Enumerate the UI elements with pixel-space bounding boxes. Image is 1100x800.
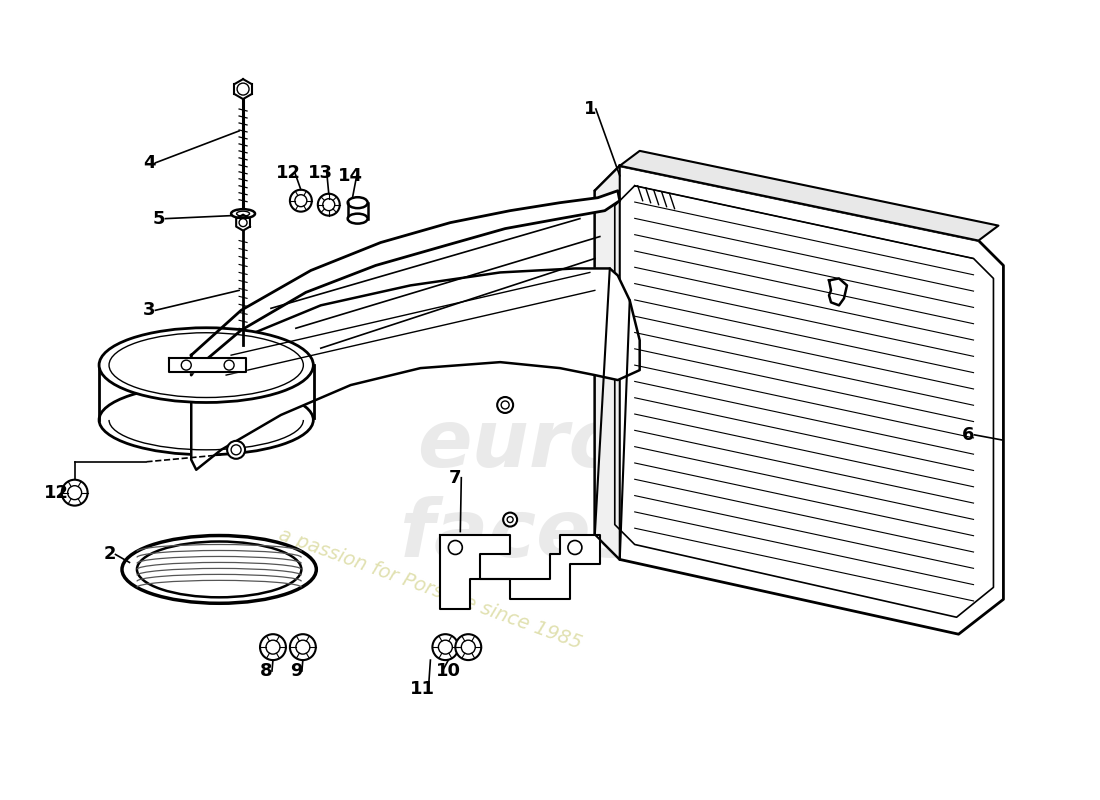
Circle shape bbox=[432, 634, 459, 660]
Circle shape bbox=[231, 445, 241, 455]
Ellipse shape bbox=[231, 209, 255, 218]
Circle shape bbox=[62, 480, 88, 506]
Text: 1: 1 bbox=[584, 100, 596, 118]
Text: 5: 5 bbox=[153, 210, 166, 228]
Text: 8: 8 bbox=[260, 662, 273, 680]
Text: 11: 11 bbox=[410, 680, 435, 698]
Circle shape bbox=[318, 194, 340, 216]
Ellipse shape bbox=[348, 214, 367, 224]
Circle shape bbox=[290, 190, 311, 212]
Circle shape bbox=[266, 640, 279, 654]
Ellipse shape bbox=[99, 328, 314, 402]
Polygon shape bbox=[619, 151, 999, 241]
Text: 12: 12 bbox=[276, 164, 301, 182]
Circle shape bbox=[239, 218, 248, 226]
Polygon shape bbox=[169, 358, 246, 372]
Circle shape bbox=[439, 640, 452, 654]
Text: 3: 3 bbox=[143, 302, 155, 319]
Text: a passion for Porsche since 1985: a passion for Porsche since 1985 bbox=[276, 526, 584, 654]
Circle shape bbox=[295, 194, 307, 206]
Circle shape bbox=[497, 397, 513, 413]
Circle shape bbox=[461, 640, 475, 654]
Circle shape bbox=[296, 640, 310, 654]
Polygon shape bbox=[191, 190, 619, 375]
Circle shape bbox=[260, 634, 286, 660]
Circle shape bbox=[322, 198, 334, 210]
Text: 4: 4 bbox=[143, 154, 155, 172]
Circle shape bbox=[290, 634, 316, 660]
Polygon shape bbox=[595, 166, 619, 559]
Polygon shape bbox=[236, 214, 250, 230]
Circle shape bbox=[227, 441, 245, 458]
Text: 14: 14 bbox=[338, 166, 363, 185]
Circle shape bbox=[68, 486, 81, 500]
Circle shape bbox=[455, 634, 481, 660]
Circle shape bbox=[568, 541, 582, 554]
Text: euro
faces: euro faces bbox=[400, 406, 640, 574]
Text: 9: 9 bbox=[289, 662, 302, 680]
Polygon shape bbox=[191, 269, 640, 470]
Text: 7: 7 bbox=[449, 469, 462, 486]
Text: 10: 10 bbox=[436, 662, 461, 680]
Circle shape bbox=[449, 541, 462, 554]
Circle shape bbox=[507, 517, 513, 522]
Text: 6: 6 bbox=[962, 426, 975, 444]
Ellipse shape bbox=[348, 198, 367, 208]
Text: 13: 13 bbox=[308, 164, 333, 182]
Text: 12: 12 bbox=[44, 484, 69, 502]
Text: 2: 2 bbox=[103, 546, 116, 563]
Ellipse shape bbox=[122, 535, 317, 603]
Circle shape bbox=[502, 401, 509, 409]
Circle shape bbox=[503, 513, 517, 526]
Polygon shape bbox=[440, 534, 600, 610]
Circle shape bbox=[182, 360, 191, 370]
Circle shape bbox=[224, 360, 234, 370]
Polygon shape bbox=[595, 166, 1003, 634]
Circle shape bbox=[238, 83, 249, 95]
Ellipse shape bbox=[99, 385, 314, 455]
